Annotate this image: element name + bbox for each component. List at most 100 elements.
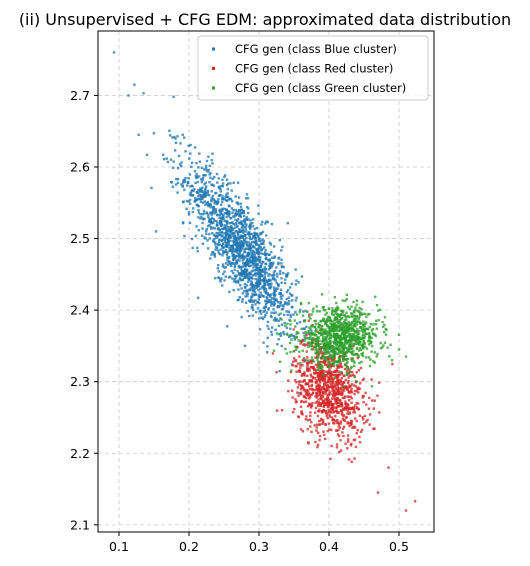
- data-point: [301, 349, 304, 352]
- data-point: [193, 187, 196, 191]
- data-point: [236, 279, 240, 282]
- data-point: [241, 224, 245, 227]
- data-point: [298, 321, 302, 324]
- data-point: [339, 439, 342, 442]
- data-point: [356, 334, 359, 337]
- data-point: [269, 293, 273, 296]
- data-point: [208, 232, 211, 236]
- data-point: [318, 381, 322, 384]
- data-point: [274, 279, 277, 282]
- data-point: [294, 311, 297, 314]
- data-point: [215, 231, 218, 235]
- data-point: [196, 180, 200, 184]
- data-point: [227, 204, 231, 207]
- data-point: [217, 227, 220, 230]
- data-point: [338, 363, 341, 367]
- data-point: [252, 252, 255, 255]
- data-point: [245, 218, 249, 222]
- data-point: [319, 342, 322, 345]
- data-point: [361, 396, 364, 399]
- data-point: [350, 406, 353, 410]
- data-point: [288, 292, 292, 295]
- data-point: [239, 202, 242, 205]
- data-point: [191, 194, 195, 197]
- data-point: [358, 414, 362, 417]
- data-point: [308, 342, 312, 345]
- data-point: [379, 347, 383, 350]
- data-point: [344, 324, 347, 328]
- data-point: [270, 256, 274, 260]
- data-point: [263, 277, 266, 281]
- data-point: [379, 341, 382, 345]
- plot-frame: [97, 30, 435, 533]
- data-point: [324, 352, 328, 355]
- data-point: [365, 332, 369, 335]
- data-point: [318, 419, 321, 423]
- data-point: [256, 259, 259, 262]
- data-point: [223, 175, 226, 179]
- data-point: [179, 164, 183, 168]
- data-point: [207, 193, 211, 197]
- data-point: [265, 311, 268, 314]
- data-point: [354, 404, 357, 407]
- data-point: [368, 334, 371, 338]
- data-point: [300, 327, 303, 331]
- data-point: [264, 299, 267, 303]
- data-point: [171, 166, 175, 169]
- data-point: [360, 308, 363, 311]
- data-point: [187, 211, 191, 214]
- data-point: [317, 403, 320, 406]
- data-point: [352, 438, 356, 442]
- data-point: [329, 318, 332, 321]
- data-point: [241, 274, 244, 278]
- data-point: [238, 251, 242, 254]
- data-point: [198, 160, 202, 163]
- data-point: [351, 315, 354, 318]
- data-point: [209, 257, 212, 260]
- data-point: [211, 206, 215, 209]
- data-point: [304, 358, 307, 361]
- data-point: [297, 415, 300, 419]
- data-point: [237, 254, 240, 258]
- data-point: [234, 250, 237, 253]
- data-point: [199, 200, 203, 203]
- data-point: [325, 374, 329, 377]
- data-point: [329, 336, 332, 340]
- data-point: [234, 236, 238, 240]
- data-point: [321, 422, 324, 425]
- data-point: [327, 376, 330, 379]
- data-point: [319, 346, 322, 349]
- data-point: [258, 237, 261, 241]
- data-point: [333, 376, 337, 379]
- data-point: [278, 238, 282, 242]
- data-point: [318, 434, 322, 438]
- data-point: [370, 336, 373, 340]
- data-point: [348, 347, 352, 351]
- data-point: [297, 281, 300, 284]
- data-point: [262, 295, 265, 298]
- data-point: [258, 245, 261, 248]
- data-point: [333, 326, 336, 329]
- data-point: [345, 369, 349, 373]
- data-point: [254, 265, 257, 268]
- data-point: [161, 153, 165, 157]
- data-point: [305, 396, 308, 400]
- data-point: [293, 337, 296, 340]
- data-point: [322, 348, 326, 351]
- data-point: [220, 209, 224, 212]
- data-point: [255, 285, 259, 288]
- data-point: [333, 360, 336, 363]
- data-point: [262, 242, 265, 245]
- data-point: [199, 213, 202, 216]
- data-point: [249, 225, 252, 229]
- data-point: [329, 382, 333, 386]
- data-point: [314, 388, 317, 392]
- data-point: [361, 351, 365, 355]
- data-point: [316, 310, 319, 313]
- data-point: [352, 411, 355, 414]
- data-point: [351, 326, 355, 329]
- data-point: [270, 315, 273, 319]
- data-point: [330, 375, 333, 378]
- data-point: [230, 199, 234, 203]
- data-point: [230, 189, 233, 192]
